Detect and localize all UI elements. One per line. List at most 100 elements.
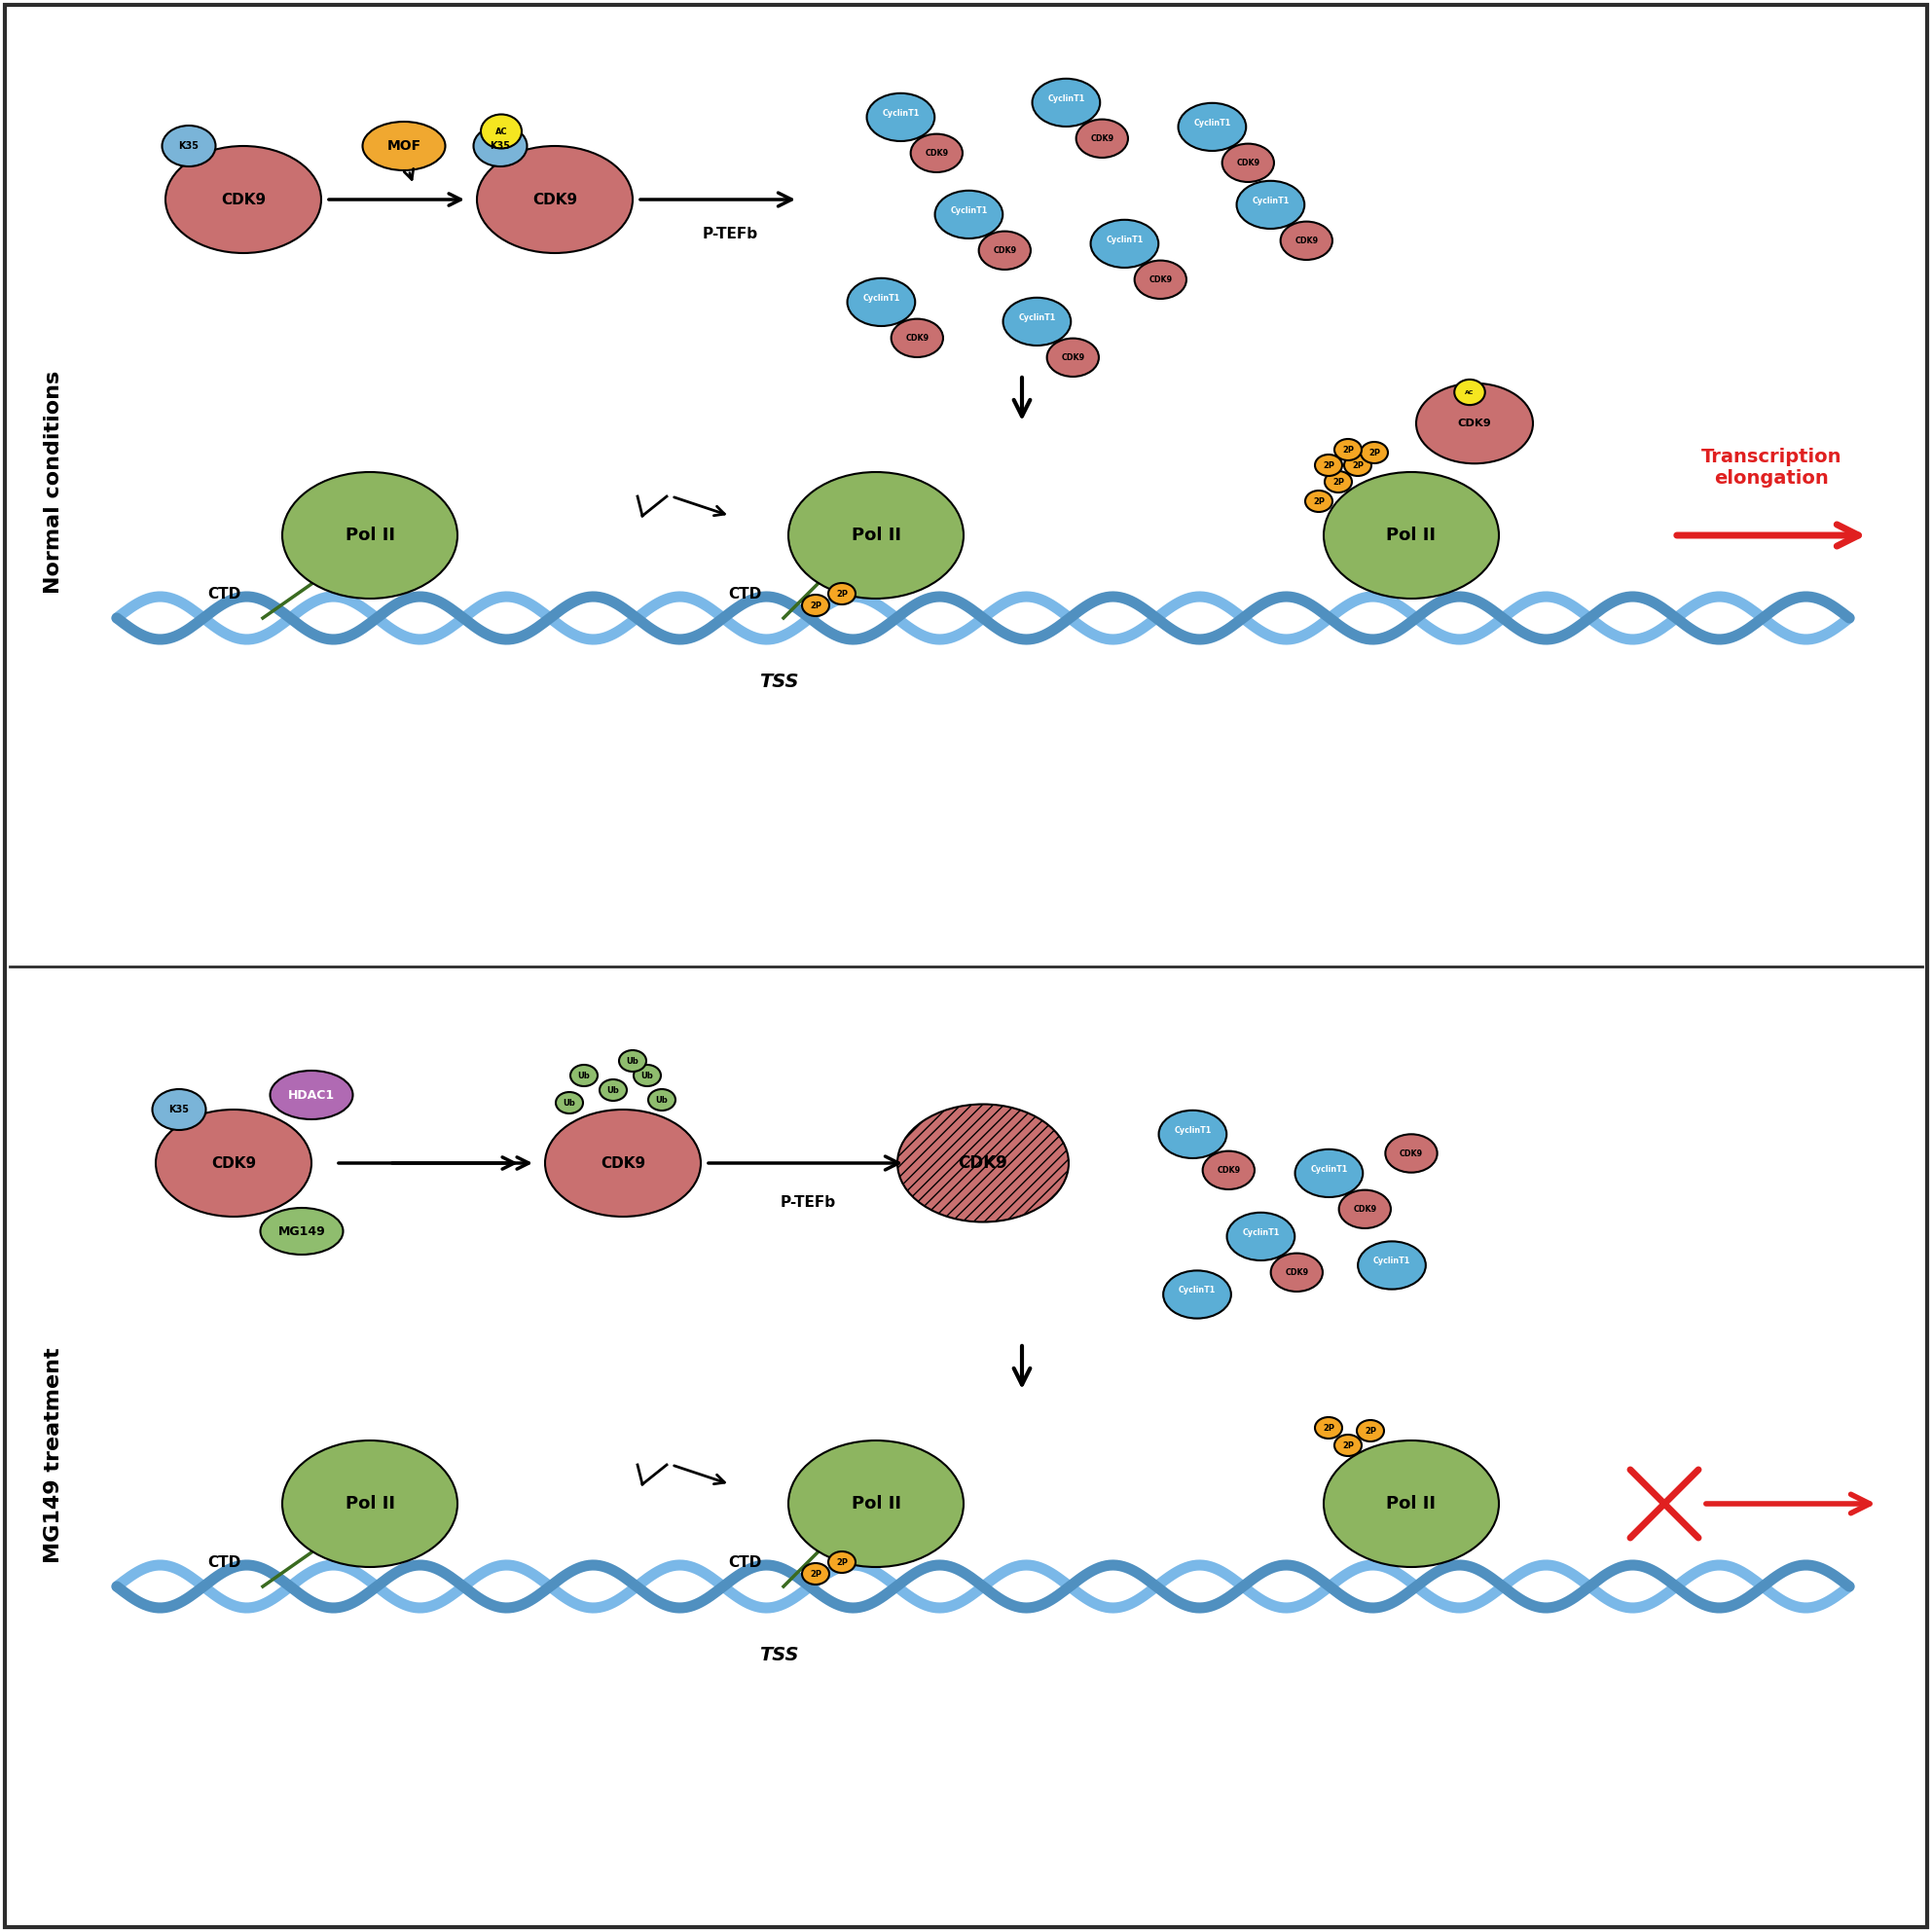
- Ellipse shape: [1047, 338, 1099, 377]
- Ellipse shape: [618, 1051, 647, 1072]
- Ellipse shape: [162, 126, 216, 166]
- Text: CyclinT1: CyclinT1: [1179, 1285, 1215, 1294]
- Text: MOF: MOF: [386, 139, 421, 153]
- Text: CyclinT1: CyclinT1: [1047, 95, 1084, 102]
- Text: K35: K35: [168, 1105, 189, 1115]
- Ellipse shape: [802, 1563, 829, 1584]
- Text: Pol II: Pol II: [1387, 1495, 1435, 1513]
- Text: CDK9: CDK9: [906, 334, 929, 342]
- Text: 2P: 2P: [1368, 448, 1379, 458]
- Ellipse shape: [1325, 471, 1352, 493]
- Ellipse shape: [363, 122, 444, 170]
- Ellipse shape: [1358, 1242, 1426, 1289]
- Text: Pol II: Pol II: [1387, 527, 1435, 545]
- Ellipse shape: [156, 1109, 311, 1217]
- Text: CyclinT1: CyclinT1: [1374, 1256, 1410, 1265]
- Ellipse shape: [166, 147, 321, 253]
- Ellipse shape: [1294, 1150, 1362, 1198]
- Ellipse shape: [1223, 143, 1273, 182]
- Ellipse shape: [1159, 1111, 1227, 1157]
- Ellipse shape: [1323, 471, 1499, 599]
- Ellipse shape: [1335, 1435, 1362, 1457]
- Ellipse shape: [848, 278, 916, 327]
- Ellipse shape: [545, 1109, 701, 1217]
- Text: 2P: 2P: [837, 589, 848, 599]
- Ellipse shape: [1003, 298, 1070, 346]
- Ellipse shape: [1236, 182, 1304, 228]
- Ellipse shape: [1179, 102, 1246, 151]
- Text: Ub: Ub: [641, 1070, 653, 1080]
- Ellipse shape: [980, 232, 1030, 270]
- Ellipse shape: [867, 93, 935, 141]
- Text: CDK9: CDK9: [993, 245, 1016, 255]
- Text: P-TEFb: P-TEFb: [781, 1194, 837, 1209]
- Text: K35: K35: [491, 141, 510, 151]
- Ellipse shape: [599, 1080, 626, 1101]
- Text: CyclinT1: CyclinT1: [1310, 1165, 1347, 1173]
- Text: CyclinT1: CyclinT1: [862, 294, 900, 303]
- Text: 2P: 2P: [1323, 462, 1335, 469]
- Ellipse shape: [910, 133, 962, 172]
- Text: CyclinT1: CyclinT1: [1105, 236, 1144, 243]
- Ellipse shape: [1316, 454, 1343, 475]
- Ellipse shape: [1271, 1254, 1323, 1293]
- Text: CTD: CTD: [728, 1555, 761, 1569]
- Ellipse shape: [891, 319, 943, 357]
- Ellipse shape: [1339, 1190, 1391, 1229]
- Ellipse shape: [1345, 454, 1372, 475]
- Ellipse shape: [1032, 79, 1099, 126]
- Ellipse shape: [556, 1092, 583, 1113]
- Text: Ub: Ub: [578, 1070, 589, 1080]
- Text: CDK9: CDK9: [1061, 354, 1084, 361]
- Ellipse shape: [802, 595, 829, 616]
- Ellipse shape: [1134, 261, 1186, 299]
- Text: 2P: 2P: [1323, 1424, 1335, 1432]
- Text: K35: K35: [178, 141, 199, 151]
- Ellipse shape: [473, 126, 527, 166]
- Ellipse shape: [153, 1090, 207, 1130]
- Text: CyclinT1: CyclinT1: [1194, 118, 1231, 128]
- Text: MG149: MG149: [278, 1225, 325, 1238]
- Text: CDK9: CDK9: [1457, 419, 1492, 429]
- Text: CyclinT1: CyclinT1: [1252, 197, 1289, 205]
- Text: Pol II: Pol II: [346, 1495, 394, 1513]
- Text: HDAC1: HDAC1: [288, 1088, 334, 1101]
- Text: CyclinT1: CyclinT1: [883, 108, 920, 118]
- Text: Transcription
elongation: Transcription elongation: [1700, 446, 1841, 487]
- Text: CDK9: CDK9: [958, 1153, 1009, 1173]
- Text: CyclinT1: CyclinT1: [1018, 313, 1055, 323]
- Ellipse shape: [1335, 439, 1362, 460]
- Ellipse shape: [1163, 1271, 1231, 1318]
- Text: 2P: 2P: [1343, 444, 1354, 454]
- Text: Pol II: Pol II: [852, 527, 900, 545]
- Text: TSS: TSS: [759, 672, 798, 690]
- Text: CDK9: CDK9: [601, 1155, 645, 1171]
- Text: CTD: CTD: [207, 587, 240, 601]
- Text: CDK9: CDK9: [1150, 274, 1173, 284]
- Text: 2P: 2P: [1343, 1441, 1354, 1449]
- Ellipse shape: [1323, 1441, 1499, 1567]
- Text: Ub: Ub: [562, 1099, 576, 1107]
- Text: 2P: 2P: [1333, 477, 1345, 487]
- Ellipse shape: [1356, 1420, 1383, 1441]
- FancyBboxPatch shape: [6, 6, 1926, 1926]
- Text: AC: AC: [495, 128, 508, 135]
- Text: CTD: CTD: [207, 1555, 240, 1569]
- Text: CDK9: CDK9: [1090, 133, 1115, 143]
- Ellipse shape: [1416, 383, 1532, 464]
- Text: CDK9: CDK9: [1217, 1165, 1240, 1175]
- Ellipse shape: [1076, 120, 1128, 158]
- Text: CyclinT1: CyclinT1: [1175, 1126, 1211, 1134]
- Text: Normal conditions: Normal conditions: [44, 371, 64, 593]
- Text: 2P: 2P: [1352, 462, 1364, 469]
- Text: CDK9: CDK9: [1399, 1150, 1424, 1157]
- Text: TSS: TSS: [759, 1646, 798, 1663]
- Ellipse shape: [282, 471, 458, 599]
- Ellipse shape: [477, 147, 632, 253]
- Ellipse shape: [649, 1090, 676, 1111]
- Ellipse shape: [1316, 1418, 1343, 1439]
- Ellipse shape: [1455, 379, 1486, 406]
- Ellipse shape: [788, 471, 964, 599]
- Text: P-TEFb: P-TEFb: [701, 226, 757, 242]
- Text: 2P: 2P: [837, 1557, 848, 1567]
